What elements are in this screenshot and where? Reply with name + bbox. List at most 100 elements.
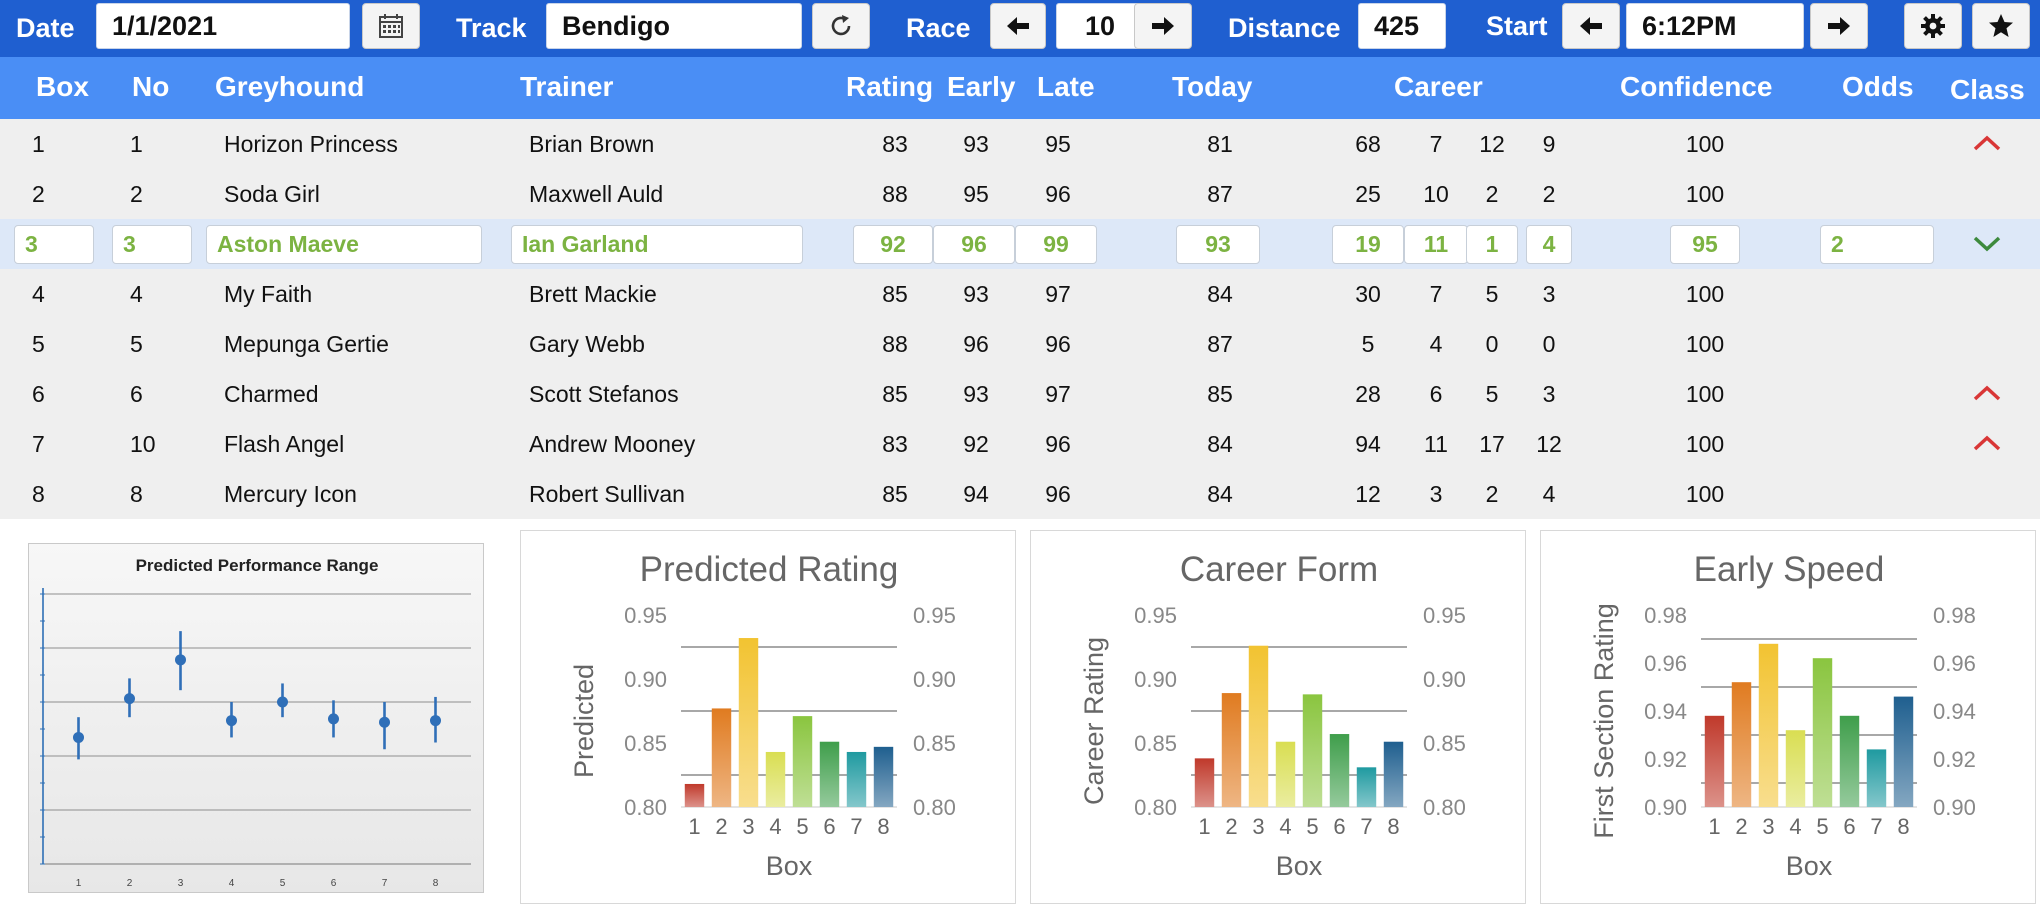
y-tick-label: 0.98 — [1644, 603, 1687, 628]
cell-late: 96 — [1045, 331, 1071, 357]
table-row[interactable]: 8 8 Mercury Icon Robert Sullivan 85 94 96 84 12 3… — [0, 469, 2040, 519]
col-today[interactable]: Today — [1172, 71, 1253, 102]
y-tick-label: 0.90 — [1134, 667, 1177, 692]
data-point — [175, 654, 186, 666]
y-tick-label-right: 0.80 — [913, 795, 956, 820]
cell-career-2: 2 — [1485, 481, 1499, 507]
cell-career-3: 3 — [1542, 381, 1556, 407]
toolbar: Date 1/1/2021 Track Bendigo Race — [0, 0, 2040, 57]
y-tick-label-right: 0.92 — [1933, 747, 1976, 772]
table-row[interactable]: 2 2 Soda Girl Maxwell Auld 88 95 96 87 25 10 2 2 100 — [0, 169, 2040, 219]
cell-no: 10 — [130, 431, 156, 457]
cell-confidence: 100 — [1685, 281, 1725, 307]
x-tick-label: 2 — [127, 878, 133, 889]
cell-career-1: 7 — [1429, 131, 1443, 157]
cell-career-0[interactable]: 19 — [1332, 219, 1404, 269]
cell-late: 96 — [1045, 431, 1071, 457]
col-late[interactable]: Late — [1037, 71, 1095, 102]
table-row[interactable]: 4 4 My Faith Brett Mackie 85 93 97 84 30 7 5 3 100 — [0, 269, 2040, 319]
track-label: Track — [456, 13, 527, 43]
calendar-button[interactable] — [362, 3, 420, 49]
start-next-button[interactable] — [1810, 3, 1868, 49]
table-row[interactable]: 6 6 Charmed Scott Stefanos 85 93 97 85 28 6 5 3 100 — [0, 369, 2040, 419]
col-greyhound[interactable]: Greyhound — [215, 71, 365, 102]
bar-box-3 — [1758, 643, 1779, 807]
x-tick-label: 2 — [1225, 814, 1237, 839]
col-rating[interactable]: Rating — [846, 71, 934, 102]
table-row[interactable]: 3 3 Aston Maeve Ian Garland 92 96 99 93 19 11 1 4 95… — [0, 219, 2040, 269]
x-tick-label: 7 — [382, 878, 388, 889]
cell-early[interactable]: 96 — [933, 219, 1015, 269]
bar-box-1 — [1194, 758, 1215, 807]
x-tick-label: 3 — [742, 814, 754, 839]
col-confidence[interactable]: Confidence — [1620, 71, 1773, 102]
col-trainer[interactable]: Trainer — [520, 71, 614, 102]
y-tick-label-right: 0.85 — [913, 731, 956, 756]
cell-box: 1 — [32, 131, 45, 157]
cell-odds[interactable]: 2 — [1820, 219, 1934, 269]
cell-early: 93 — [963, 281, 989, 307]
cell-career-3[interactable]: 4 — [1526, 219, 1572, 269]
cell-rating[interactable]: 92 — [853, 219, 933, 269]
arrow-right-icon — [1828, 17, 1850, 35]
y-tick-label: 0.80 — [1134, 795, 1177, 820]
table-row[interactable]: 1 1 Horizon Princess Brian Brown 83 93 95 81 68 7… — [0, 119, 2040, 169]
col-career[interactable]: Career — [1394, 71, 1483, 102]
favorite-button[interactable] — [1972, 3, 2030, 49]
cell-career-1: 11 — [1424, 431, 1448, 457]
start-time-input[interactable]: 6:12PM — [1626, 3, 1804, 49]
cell-greyhound[interactable]: Aston Maeve — [206, 219, 482, 269]
x-tick-label: 3 — [1252, 814, 1264, 839]
arrow-left-icon — [1007, 17, 1029, 35]
y-tick-label-right: 0.90 — [1933, 795, 1976, 820]
data-point — [379, 716, 390, 728]
cell-trainer[interactable]: Ian Garland — [511, 219, 803, 269]
cell-late[interactable]: 99 — [1015, 219, 1097, 269]
cell-confidence: 100 — [1685, 381, 1725, 407]
cell-greyhound: My Faith — [224, 281, 313, 307]
y-tick-label-right: 0.98 — [1933, 603, 1976, 628]
race-number-input[interactable]: 10 — [1056, 3, 1144, 49]
track-input[interactable]: Bendigo — [546, 3, 802, 49]
settings-button[interactable] — [1904, 3, 1962, 49]
cell-no[interactable]: 3 — [112, 219, 192, 269]
cell-career-1: 3 — [1429, 481, 1443, 507]
cell-today[interactable]: 93 — [1176, 219, 1260, 269]
cell-rating: 88 — [882, 181, 908, 207]
y-tick-label: 0.90 — [624, 667, 667, 692]
col-no[interactable]: No — [132, 71, 170, 102]
y-tick-label: 0.95 — [1134, 603, 1177, 628]
col-class[interactable]: Class — [1950, 74, 2025, 105]
start-prev-button[interactable] — [1562, 3, 1620, 49]
table-row[interactable]: 7 10 Flash Angel Andrew Mooney 83 92 96 84 94 11 1… — [0, 419, 2040, 469]
date-input[interactable]: 1/1/2021 — [96, 3, 350, 49]
cell-box[interactable]: 3 — [14, 219, 94, 269]
y-tick-label: 0.92 — [1644, 747, 1687, 772]
bar-box-8 — [1383, 741, 1404, 807]
col-box[interactable]: Box — [36, 71, 89, 102]
table-row[interactable]: 5 5 Mepunga Gertie Gary Webb 88 96 96 87 5 4 0 0 100 — [0, 319, 2040, 369]
early-speed-chart: Early Speed 0.90 0.90 0.92 0.92 0.94 0.94 0.96 0… — [1589, 550, 1976, 881]
data-point — [430, 715, 441, 727]
bar-box-6 — [1329, 734, 1350, 807]
cell-late: 96 — [1045, 481, 1071, 507]
x-tick-label: 1 — [688, 814, 700, 839]
x-tick-label: 5 — [1816, 814, 1828, 839]
race-prev-button[interactable] — [990, 3, 1046, 49]
y-tick-label-right: 0.90 — [1423, 667, 1466, 692]
cell-career-2[interactable]: 1 — [1466, 219, 1518, 269]
cell-confidence[interactable]: 95 — [1670, 219, 1740, 269]
cell-career-0: 94 — [1355, 431, 1381, 457]
col-early[interactable]: Early — [947, 71, 1016, 102]
col-odds[interactable]: Odds — [1842, 71, 1914, 102]
ppr-svg: Predicted Performance Range 1 2 3 4 5 6 7 8 — [40, 556, 471, 889]
x-tick-label: 1 — [1198, 814, 1210, 839]
refresh-button[interactable] — [812, 3, 870, 49]
x-axis-label: Box — [1276, 851, 1323, 881]
distance-input[interactable]: 425 — [1358, 3, 1446, 49]
bar-box-1 — [684, 783, 705, 807]
race-next-button[interactable] — [1134, 3, 1192, 49]
cell-career-1[interactable]: 11 — [1404, 219, 1468, 269]
x-axis-label: Box — [766, 851, 813, 881]
